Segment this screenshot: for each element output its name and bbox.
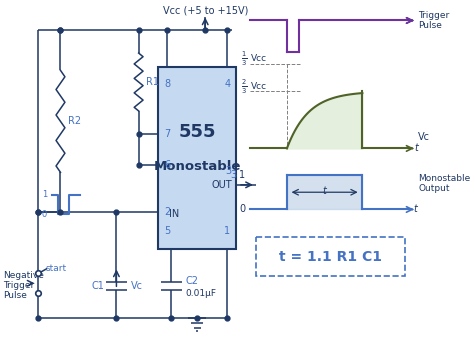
Text: Trigger: Trigger [3, 281, 34, 290]
Text: 7: 7 [164, 129, 170, 139]
Text: Vcc: Vcc [251, 82, 267, 91]
Text: Monostable: Monostable [418, 174, 471, 184]
Text: R1: R1 [146, 77, 159, 87]
Text: start: start [46, 264, 66, 273]
Text: 1: 1 [239, 170, 245, 180]
Text: Vcc: Vcc [251, 54, 267, 64]
Text: Pulse: Pulse [418, 21, 442, 30]
Text: C2: C2 [186, 276, 199, 286]
Text: Pulse: Pulse [3, 291, 27, 299]
Text: t = 1.1 R1 C1: t = 1.1 R1 C1 [279, 250, 382, 264]
Text: OUT: OUT [211, 180, 232, 190]
Text: 5: 5 [164, 226, 170, 236]
Text: Monostable: Monostable [154, 160, 241, 173]
Text: 1: 1 [42, 190, 47, 199]
Text: IN: IN [169, 210, 179, 219]
Text: Trigger: Trigger [418, 11, 449, 20]
Text: t: t [415, 144, 419, 153]
Bar [158, 67, 236, 249]
Text: Vc: Vc [131, 281, 143, 291]
Text: t: t [323, 186, 327, 196]
Bar [256, 237, 405, 276]
Text: $\frac{2}{3}$: $\frac{2}{3}$ [241, 77, 248, 95]
Text: 0.01μF: 0.01μF [186, 289, 217, 298]
Text: t: t [414, 204, 418, 214]
Text: 0: 0 [42, 210, 47, 219]
Text: 1: 1 [224, 226, 230, 236]
Text: Vcc (+5 to +15V): Vcc (+5 to +15V) [163, 6, 248, 16]
Text: 555: 555 [179, 123, 216, 141]
Text: Vc: Vc [418, 132, 430, 141]
Text: $\frac{1}{3}$: $\frac{1}{3}$ [241, 50, 248, 68]
Text: 3: 3 [226, 166, 232, 176]
Text: 3: 3 [230, 170, 237, 180]
Text: 0: 0 [239, 204, 245, 214]
Text: 6: 6 [164, 160, 170, 170]
Text: Output: Output [418, 184, 450, 193]
Text: 2: 2 [164, 207, 170, 217]
Text: 8: 8 [164, 79, 170, 90]
Text: R2: R2 [68, 117, 81, 126]
Text: 4: 4 [224, 79, 230, 90]
Text: C1: C1 [91, 281, 104, 291]
Text: Negative: Negative [3, 271, 44, 280]
